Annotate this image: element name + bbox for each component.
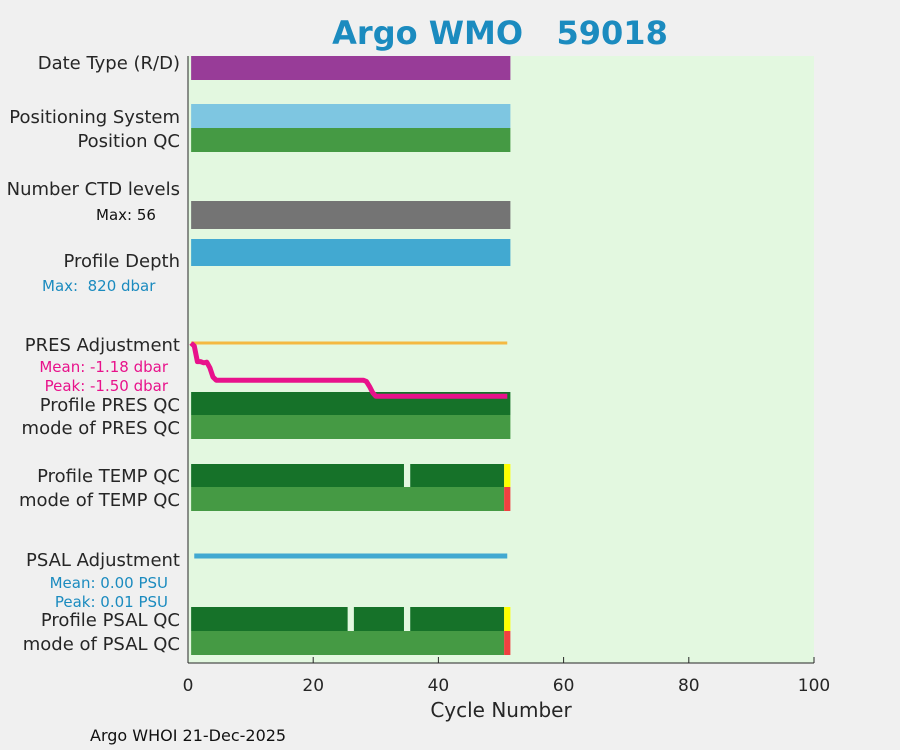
axes: 0 20 40 60 80 100 — [183, 56, 830, 696]
row-labels: Date Type (R/D) Positioning System Posit… — [7, 53, 180, 655]
row-label-positioning-system: Positioning System — [9, 107, 180, 128]
row-label-profile-depth: Profile Depth — [63, 251, 180, 272]
x-tick-label-0: 0 — [183, 676, 194, 696]
bar-profile-psal-qc-segment-1 — [353, 607, 404, 631]
bar-position-qc-segment-0 — [191, 128, 511, 152]
x-axis-label: Cycle Number — [430, 698, 572, 722]
depth-max-annotation: Max: 820 dbar — [42, 277, 156, 295]
bar-profile-temp-qc-segment-1 — [410, 464, 505, 487]
row-label-position-qc: Position QC — [77, 131, 180, 152]
pres-mean-annotation: Mean: -1.18 dbar — [39, 358, 169, 376]
chart-title: Argo WMO 59018 — [332, 14, 668, 52]
row-label-date-type: Date Type (R/D) — [38, 53, 180, 74]
x-ticks: 0 20 40 60 80 100 — [183, 657, 830, 696]
bar-profile-psal-qc-segment-3 — [504, 607, 511, 631]
bar-mode-of-psal-qc-segment-0 — [191, 631, 505, 655]
pres-adjustment-offset-line — [189, 341, 508, 399]
bar-profile-psal-qc-segment-2 — [410, 607, 505, 631]
bar-mode-of-pres-qc-segment-0 — [191, 415, 511, 439]
row-label-mode-temp-qc: mode of TEMP QC — [19, 490, 180, 511]
bar-profile-temp-qc-segment-0 — [191, 464, 404, 487]
bar-positioning-system-segment-0 — [191, 104, 511, 128]
annotations: Max: 56 Max: 820 dbar Mean: -1.18 dbar P… — [39, 206, 169, 611]
x-tick-label-100: 100 — [798, 676, 830, 696]
row-label-mode-pres-qc: mode of PRES QC — [22, 418, 180, 439]
bar-mode-of-psal-qc-segment-1 — [504, 631, 511, 655]
bar-profile-temp-qc-segment-2 — [504, 464, 511, 487]
psal-mean-annotation: Mean: 0.00 PSU — [50, 574, 168, 592]
bar-date-type-r-d-segment-0 — [191, 56, 511, 80]
pres-peak-annotation: Peak: -1.50 dbar — [45, 377, 169, 395]
bar-number-ctd-levels-segment-0 — [191, 201, 511, 229]
row-label-profile-pres-qc: Profile PRES QC — [40, 395, 180, 416]
x-tick-label-20: 20 — [302, 676, 324, 696]
row-label-psal-adjustment: PSAL Adjustment — [26, 550, 180, 571]
footer-text: Argo WHOI 21-Dec-2025 — [90, 726, 286, 745]
bar-mode-of-temp-qc-segment-1 — [504, 487, 511, 511]
x-tick-label-40: 40 — [428, 676, 450, 696]
bar-profile-depth-segment-0 — [191, 239, 511, 266]
row-label-profile-psal-qc: Profile PSAL QC — [41, 610, 180, 631]
bar-profile-psal-qc-segment-0 — [191, 607, 348, 631]
x-tick-label-80: 80 — [678, 676, 700, 696]
row-label-mode-psal-qc: mode of PSAL QC — [23, 634, 180, 655]
x-tick-label-60: 60 — [553, 676, 575, 696]
row-label-pres-adjustment: PRES Adjustment — [25, 335, 180, 356]
row-label-profile-temp-qc: Profile TEMP QC — [37, 466, 180, 487]
ctd-max-annotation: Max: 56 — [96, 206, 156, 224]
plot-background — [188, 56, 814, 663]
psal-peak-annotation: Peak: 0.01 PSU — [55, 593, 168, 611]
lines — [189, 341, 508, 559]
row-label-ctd-levels: Number CTD levels — [7, 179, 180, 200]
bar-mode-of-temp-qc-segment-0 — [191, 487, 505, 511]
